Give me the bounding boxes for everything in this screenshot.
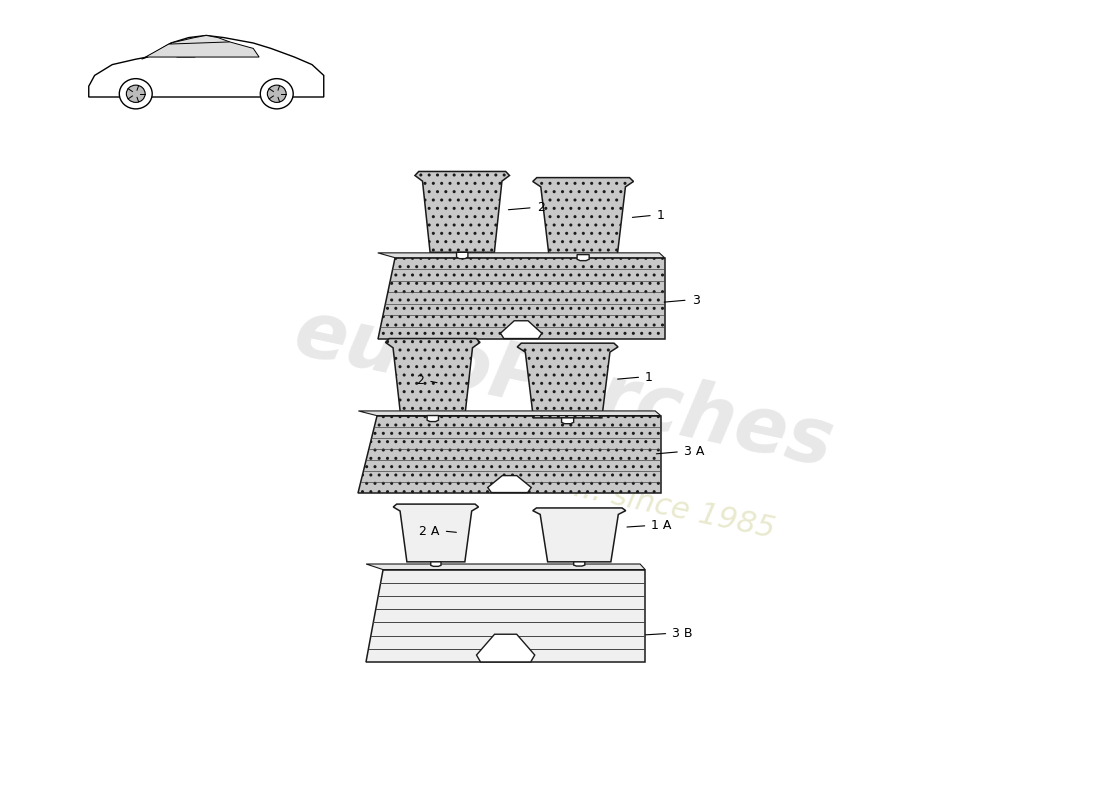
Text: 3 B: 3 B <box>672 627 693 640</box>
Polygon shape <box>487 476 531 493</box>
Polygon shape <box>500 321 542 338</box>
Circle shape <box>119 78 152 109</box>
Polygon shape <box>377 258 664 338</box>
Text: 2: 2 <box>537 201 544 214</box>
Polygon shape <box>366 570 645 662</box>
Text: 1: 1 <box>657 209 664 222</box>
Text: euroPorches: euroPorches <box>287 294 840 483</box>
Text: 2 A: 2 A <box>419 525 440 538</box>
Polygon shape <box>89 35 323 97</box>
Polygon shape <box>142 42 260 59</box>
Text: 3: 3 <box>692 294 700 306</box>
Polygon shape <box>532 508 626 562</box>
Polygon shape <box>359 411 661 415</box>
Polygon shape <box>532 178 634 254</box>
Polygon shape <box>578 254 590 261</box>
Polygon shape <box>170 35 230 57</box>
Polygon shape <box>574 562 585 566</box>
Text: 1: 1 <box>645 370 653 383</box>
Circle shape <box>126 85 145 102</box>
Polygon shape <box>415 171 509 252</box>
Text: a passion for... since 1985: a passion for... since 1985 <box>381 433 778 544</box>
Polygon shape <box>359 415 661 493</box>
Polygon shape <box>476 634 535 662</box>
Text: 2: 2 <box>417 374 425 387</box>
Polygon shape <box>431 562 441 566</box>
Polygon shape <box>385 338 480 415</box>
Text: 1 A: 1 A <box>651 519 672 532</box>
Polygon shape <box>366 564 645 570</box>
Polygon shape <box>377 253 664 258</box>
Text: 3 A: 3 A <box>684 446 704 458</box>
Circle shape <box>261 78 294 109</box>
Polygon shape <box>427 415 439 422</box>
Circle shape <box>267 85 286 102</box>
Polygon shape <box>456 252 468 258</box>
Polygon shape <box>394 504 478 562</box>
Polygon shape <box>562 418 574 424</box>
Polygon shape <box>517 343 618 418</box>
